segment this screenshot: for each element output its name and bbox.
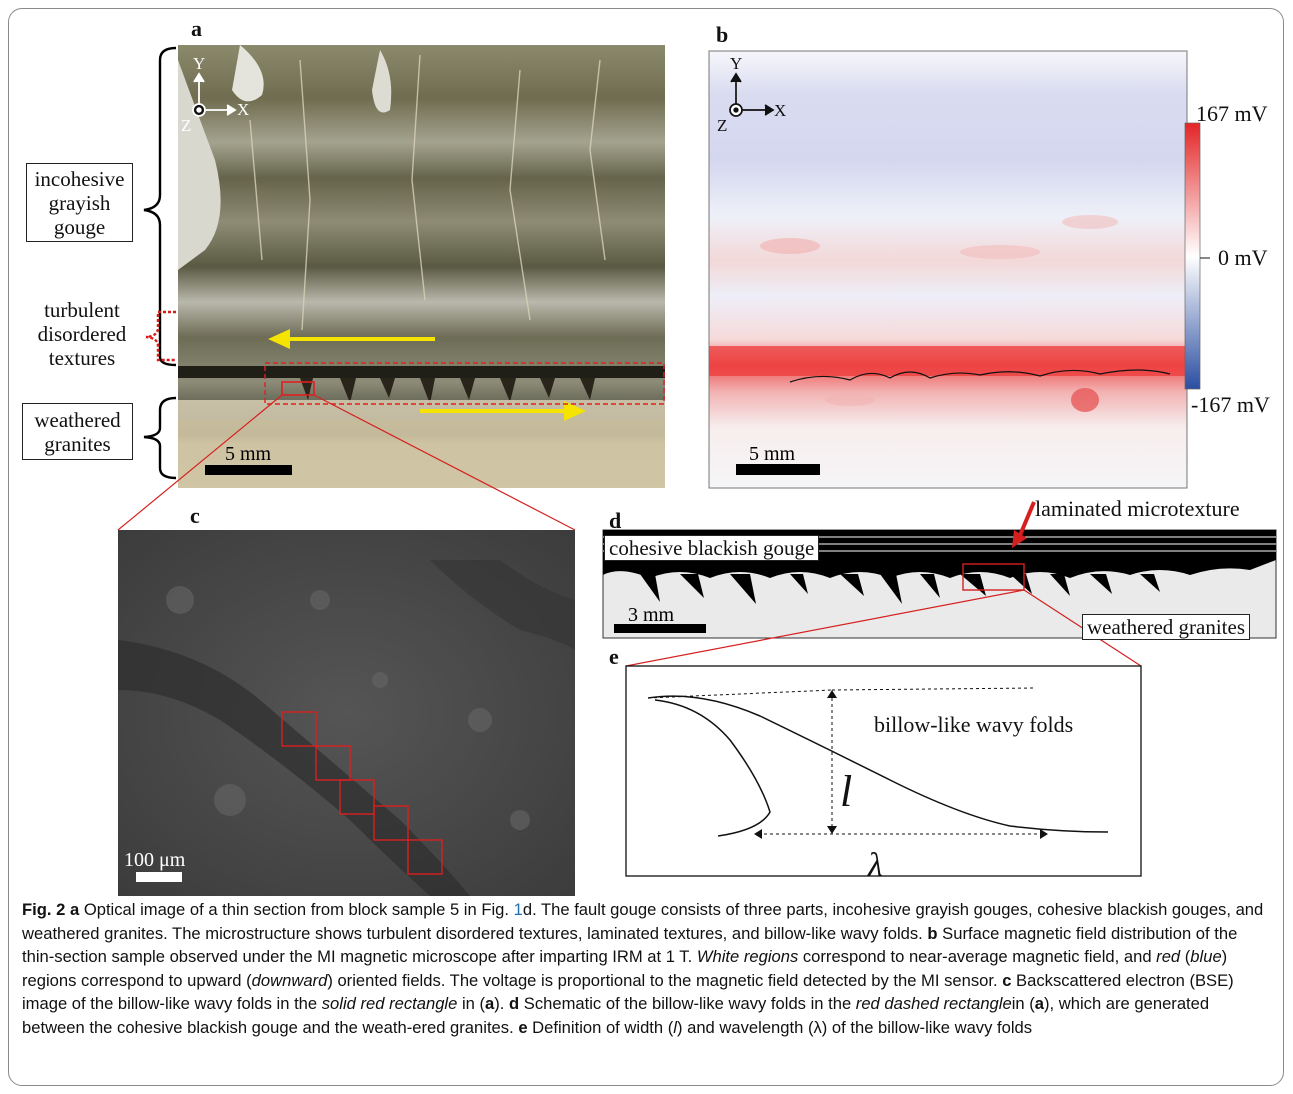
caption-text: d. The fault gouge consists of three par… <box>22 900 1264 943</box>
panel-e-diagram <box>625 665 1142 877</box>
panel-a-axis-z: Z <box>181 116 191 135</box>
colorbar-min-label: -167 mV <box>1191 392 1270 417</box>
caption-text: ) oriented fields. The voltage is propor… <box>327 970 1003 990</box>
caption-text: Definition of width ( <box>527 1017 674 1037</box>
label-laminated-microtexture: laminated microtexture <box>1035 496 1240 521</box>
panel-e-folds-label: billow-like wavy folds <box>874 712 1073 737</box>
caption-text: ), which are generated between the cohes… <box>22 994 1210 1037</box>
caption-text: ). <box>494 994 510 1013</box>
panel-b-axis-z: Z <box>717 116 727 135</box>
panel-b-letter: b <box>716 22 729 47</box>
panel-a-scale-label: 5 mm <box>225 443 272 465</box>
caption-text: White regions <box>696 947 799 966</box>
caption-text: in ( <box>1011 994 1035 1013</box>
caption-text: ) regions correspond to upward ( <box>22 947 1228 990</box>
panel-a-optical-image <box>178 45 665 488</box>
caption-text: ( <box>1180 947 1191 966</box>
label-weathered-granites-d: weathered granites <box>1082 614 1251 640</box>
caption-c-letter: c <box>1002 970 1012 990</box>
caption-d-letter: d <box>509 994 520 1013</box>
caption-b-letter: b <box>927 923 938 943</box>
panel-e-letter: e <box>609 644 619 669</box>
caption-text: red <box>1156 947 1181 966</box>
caption-text: ) and wavelength (λ) of the billow-like … <box>676 1017 1033 1037</box>
caption-text: solid red rectangle <box>321 994 458 1013</box>
caption-text: downward <box>251 970 328 990</box>
panel-c-bse-image <box>118 530 575 896</box>
label-cohesive-gouge: cohesive blackish gouge <box>604 535 820 561</box>
caption-text: a <box>1034 994 1045 1013</box>
panel-b-axis-y: Y <box>730 54 742 73</box>
caption-text: Surface magnetic field distribution of t… <box>22 923 1238 967</box>
caption-text: correspond to near-average magnetic fiel… <box>798 947 1157 966</box>
caption-fig-link[interactable]: 1 <box>513 900 523 919</box>
figure-frame <box>8 8 1284 1086</box>
panel-a-letter: a <box>191 16 202 41</box>
caption-text: a <box>485 994 495 1013</box>
panel-b-scale-label: 5 mm <box>749 443 796 465</box>
label-turbulent-textures: turbulent disordered textures <box>37 298 127 370</box>
panel-a-axis-y: Y <box>193 54 205 73</box>
caption-text: Backscattered electron (BSE) image of th… <box>22 970 1234 1014</box>
panel-d-scale-label: 3 mm <box>628 604 675 626</box>
panel-e-lambda-label: λ <box>867 847 883 884</box>
caption-text: Schematic of the billow-like wavy folds … <box>519 994 856 1013</box>
caption-a-letter: a <box>69 900 80 919</box>
caption-fig-label: Fig. 2 <box>22 900 66 919</box>
figure-graphics: Y X Z 5 mm Y X Z 5 mm 167 mV 0 mV <box>117 45 1277 896</box>
panel-a-brackets <box>143 46 177 480</box>
panel-a-axis-x: X <box>237 100 249 119</box>
panel-b-magnetic-map <box>708 50 1210 489</box>
figure-caption: Fig. 2 a Optical image of a thin section… <box>22 898 1272 1039</box>
colorbar-max-label: 167 mV <box>1196 101 1268 126</box>
label-weathered-granites-a: weathered granites <box>22 403 133 460</box>
panel-c-scale-label: 100 μm <box>124 849 186 871</box>
colorbar-mid-label: 0 mV <box>1218 245 1268 270</box>
panel-d-letter: d <box>609 508 622 533</box>
caption-text: in ( <box>457 994 486 1013</box>
caption-e-letter: e <box>518 1017 528 1037</box>
caption-text: l <box>673 1017 677 1037</box>
panel-b-axis-x: X <box>774 101 786 120</box>
caption-text: blue <box>1190 947 1222 966</box>
label-incohesive-gouge: incohesive grayish gouge <box>26 163 133 242</box>
caption-text: red dashed rectangle <box>855 994 1012 1013</box>
panel-c-letter: c <box>190 503 200 528</box>
caption-text: Optical image of a thin section from blo… <box>79 900 514 919</box>
panel-e-l-label: l <box>840 767 852 816</box>
